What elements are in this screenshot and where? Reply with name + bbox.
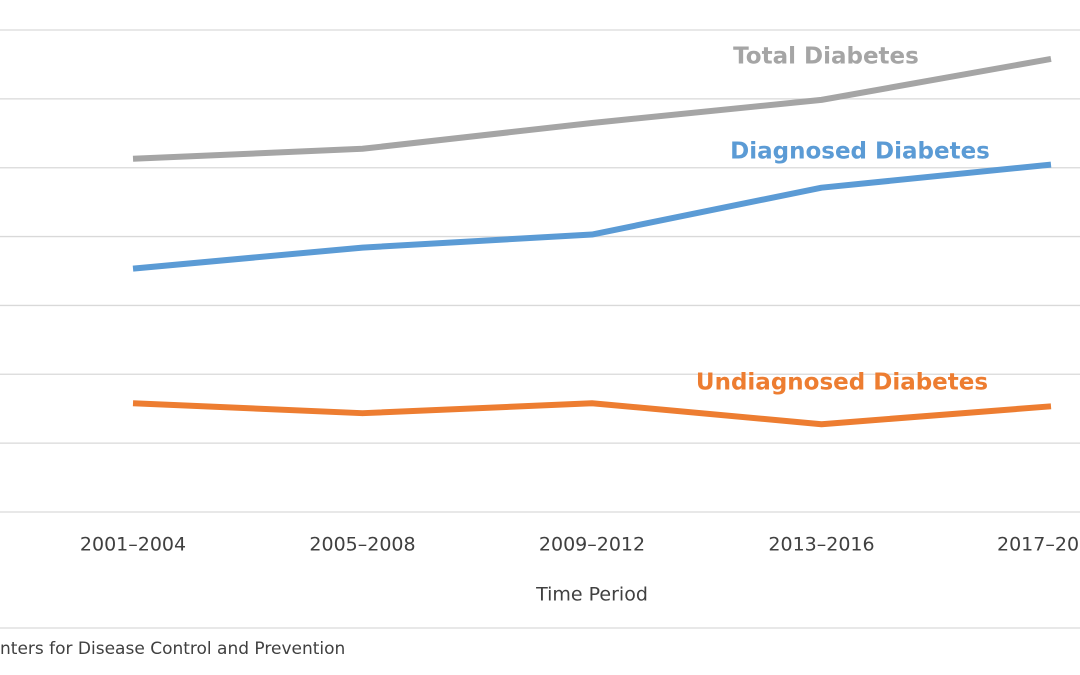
x-tick-label: 2001–2004 [80,534,186,556]
x-tick-label: 2013–2016 [768,534,874,556]
series-label: Total Diabetes [733,44,919,70]
source-note: nters for Disease Control and Prevention [0,639,345,659]
series-label: Undiagnosed Diabetes [696,370,988,396]
series-line [132,161,1052,272]
x-tick-label: 2009–2012 [539,534,645,556]
x-tick-label: 2017–20 [997,534,1079,556]
series-line [132,55,1052,162]
series-line [132,400,1052,428]
series-label: Diagnosed Diabetes [730,139,990,165]
x-axis-title: Time Period [535,584,648,606]
x-tick-label: 2005–2008 [309,534,415,556]
